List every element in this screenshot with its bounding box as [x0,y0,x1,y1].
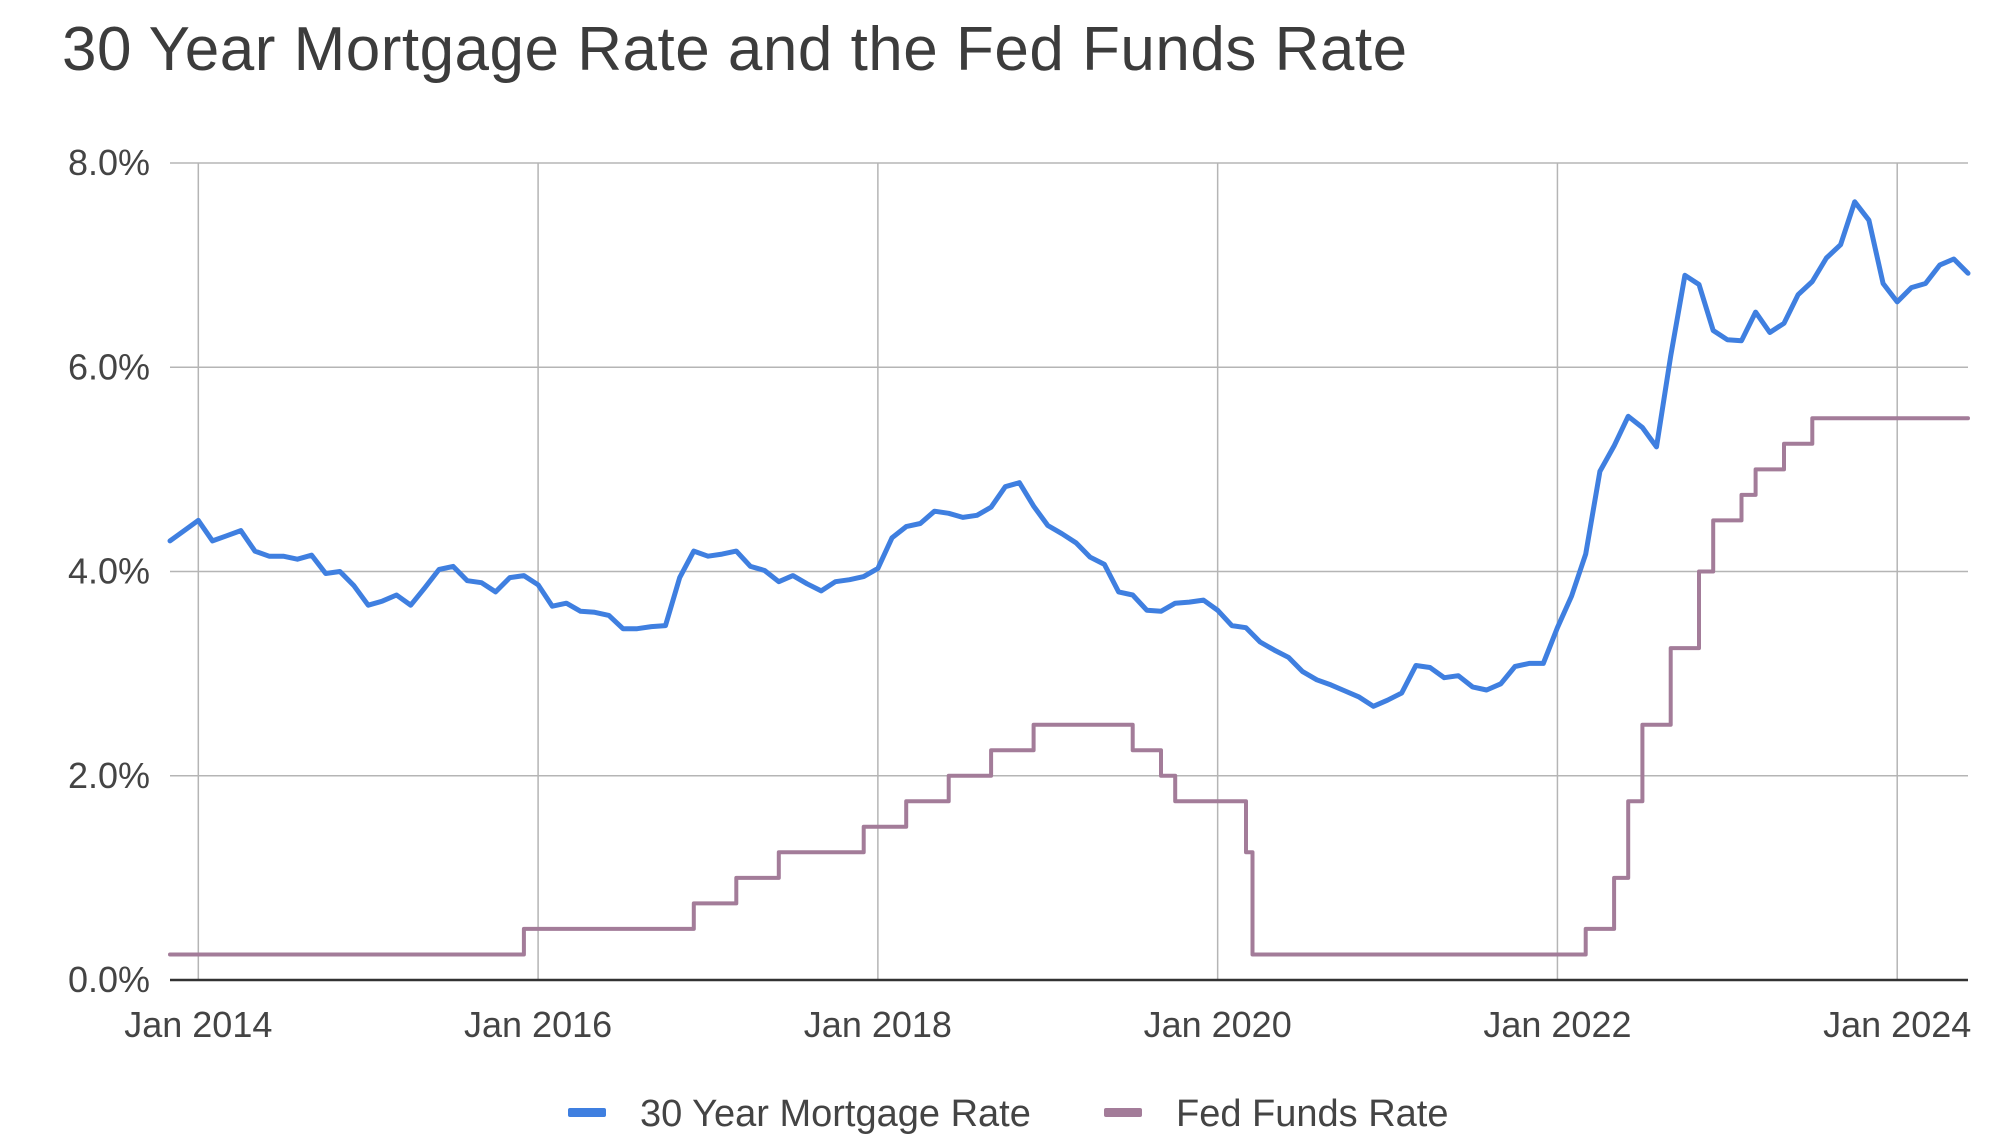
series-lines [167,199,1971,957]
y-tick-label: 0.0% [68,959,150,1000]
legend-swatch [1104,1108,1142,1117]
legend-label: 30 Year Mortgage Rate [640,1093,1031,1135]
x-tick-label: Jan 2022 [1483,1004,1631,1045]
y-tick-label: 4.0% [68,551,150,592]
gridlines [170,162,1968,980]
fed-funds-rate-line [168,416,1970,957]
x-tick-label: Jan 2014 [124,1004,272,1045]
x-tick-label: Jan 2016 [464,1004,612,1045]
x-tick-label: Jan 2024 [1823,1004,1971,1045]
y-tick-label: 8.0% [68,142,150,183]
x-tick-label: Jan 2018 [804,1004,952,1045]
x-tick-label: Jan 2020 [1144,1004,1292,1045]
y-tick-label: 6.0% [68,346,150,387]
legend-label: Fed Funds Rate [1176,1093,1448,1135]
axes: 0.0% 2.0% 4.0% 6.0% 8.0% Jan 2014 Jan 2016 Jan … [68,142,1971,1045]
chart-title: 30 Year Mortgage Rate and the Fed Funds … [62,15,1408,84]
y-tick-label: 2.0% [68,755,150,796]
legend-swatch [568,1108,606,1117]
legend: 30 Year Mortgage Rate Fed Funds Rate [568,1093,1448,1135]
mortgage-rate-line [167,199,1971,709]
